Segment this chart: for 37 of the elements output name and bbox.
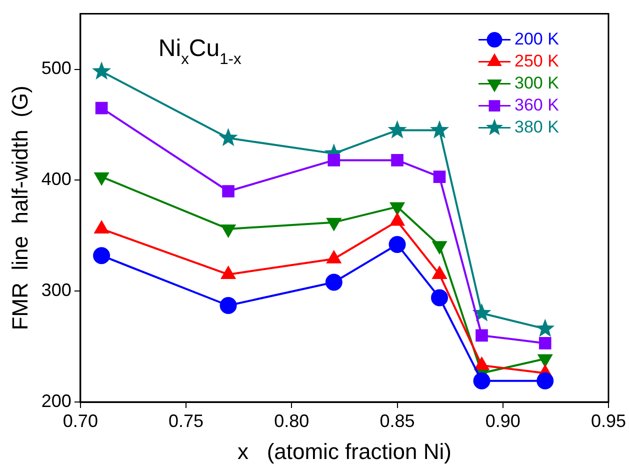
x-tick-label: 0.80 [274, 410, 310, 431]
x-tick-label: 0.90 [485, 410, 520, 431]
point [220, 297, 237, 314]
y-tick-label: 300 [41, 280, 72, 300]
point [433, 170, 446, 183]
legend-label: 200 K [514, 29, 560, 48]
y-tick-label: 400 [41, 169, 72, 190]
legend-label: 360 K [514, 95, 560, 114]
point [431, 289, 448, 306]
point [536, 372, 554, 390]
x-tick-label: 0.85 [380, 410, 415, 431]
y-axis-title: FMR line half-width (G) [7, 86, 32, 330]
point [218, 128, 238, 146]
point [430, 120, 450, 138]
y-tick-label: 500 [41, 58, 72, 78]
legend-label: 380 K [514, 117, 560, 136]
point [538, 337, 552, 350]
x-axis-title: x (atomic fraction Ni) [237, 438, 452, 464]
point [325, 274, 342, 291]
point [473, 372, 490, 390]
point [222, 185, 234, 198]
point [536, 318, 555, 337]
point [388, 236, 406, 253]
point [95, 102, 108, 114]
y-tick-label: 200 [41, 390, 72, 411]
point [92, 61, 112, 80]
x-tick-label: 0.75 [168, 410, 204, 431]
point [328, 154, 340, 166]
x-tick-label: 0.70 [62, 410, 98, 431]
point [388, 120, 407, 138]
point [391, 154, 404, 166]
legend-label: 300 K [514, 73, 560, 92]
x-tick-label: 0.95 [590, 410, 626, 431]
legend-label: 250 K [514, 51, 560, 70]
point [93, 247, 110, 264]
point [476, 329, 488, 342]
point [472, 303, 492, 322]
